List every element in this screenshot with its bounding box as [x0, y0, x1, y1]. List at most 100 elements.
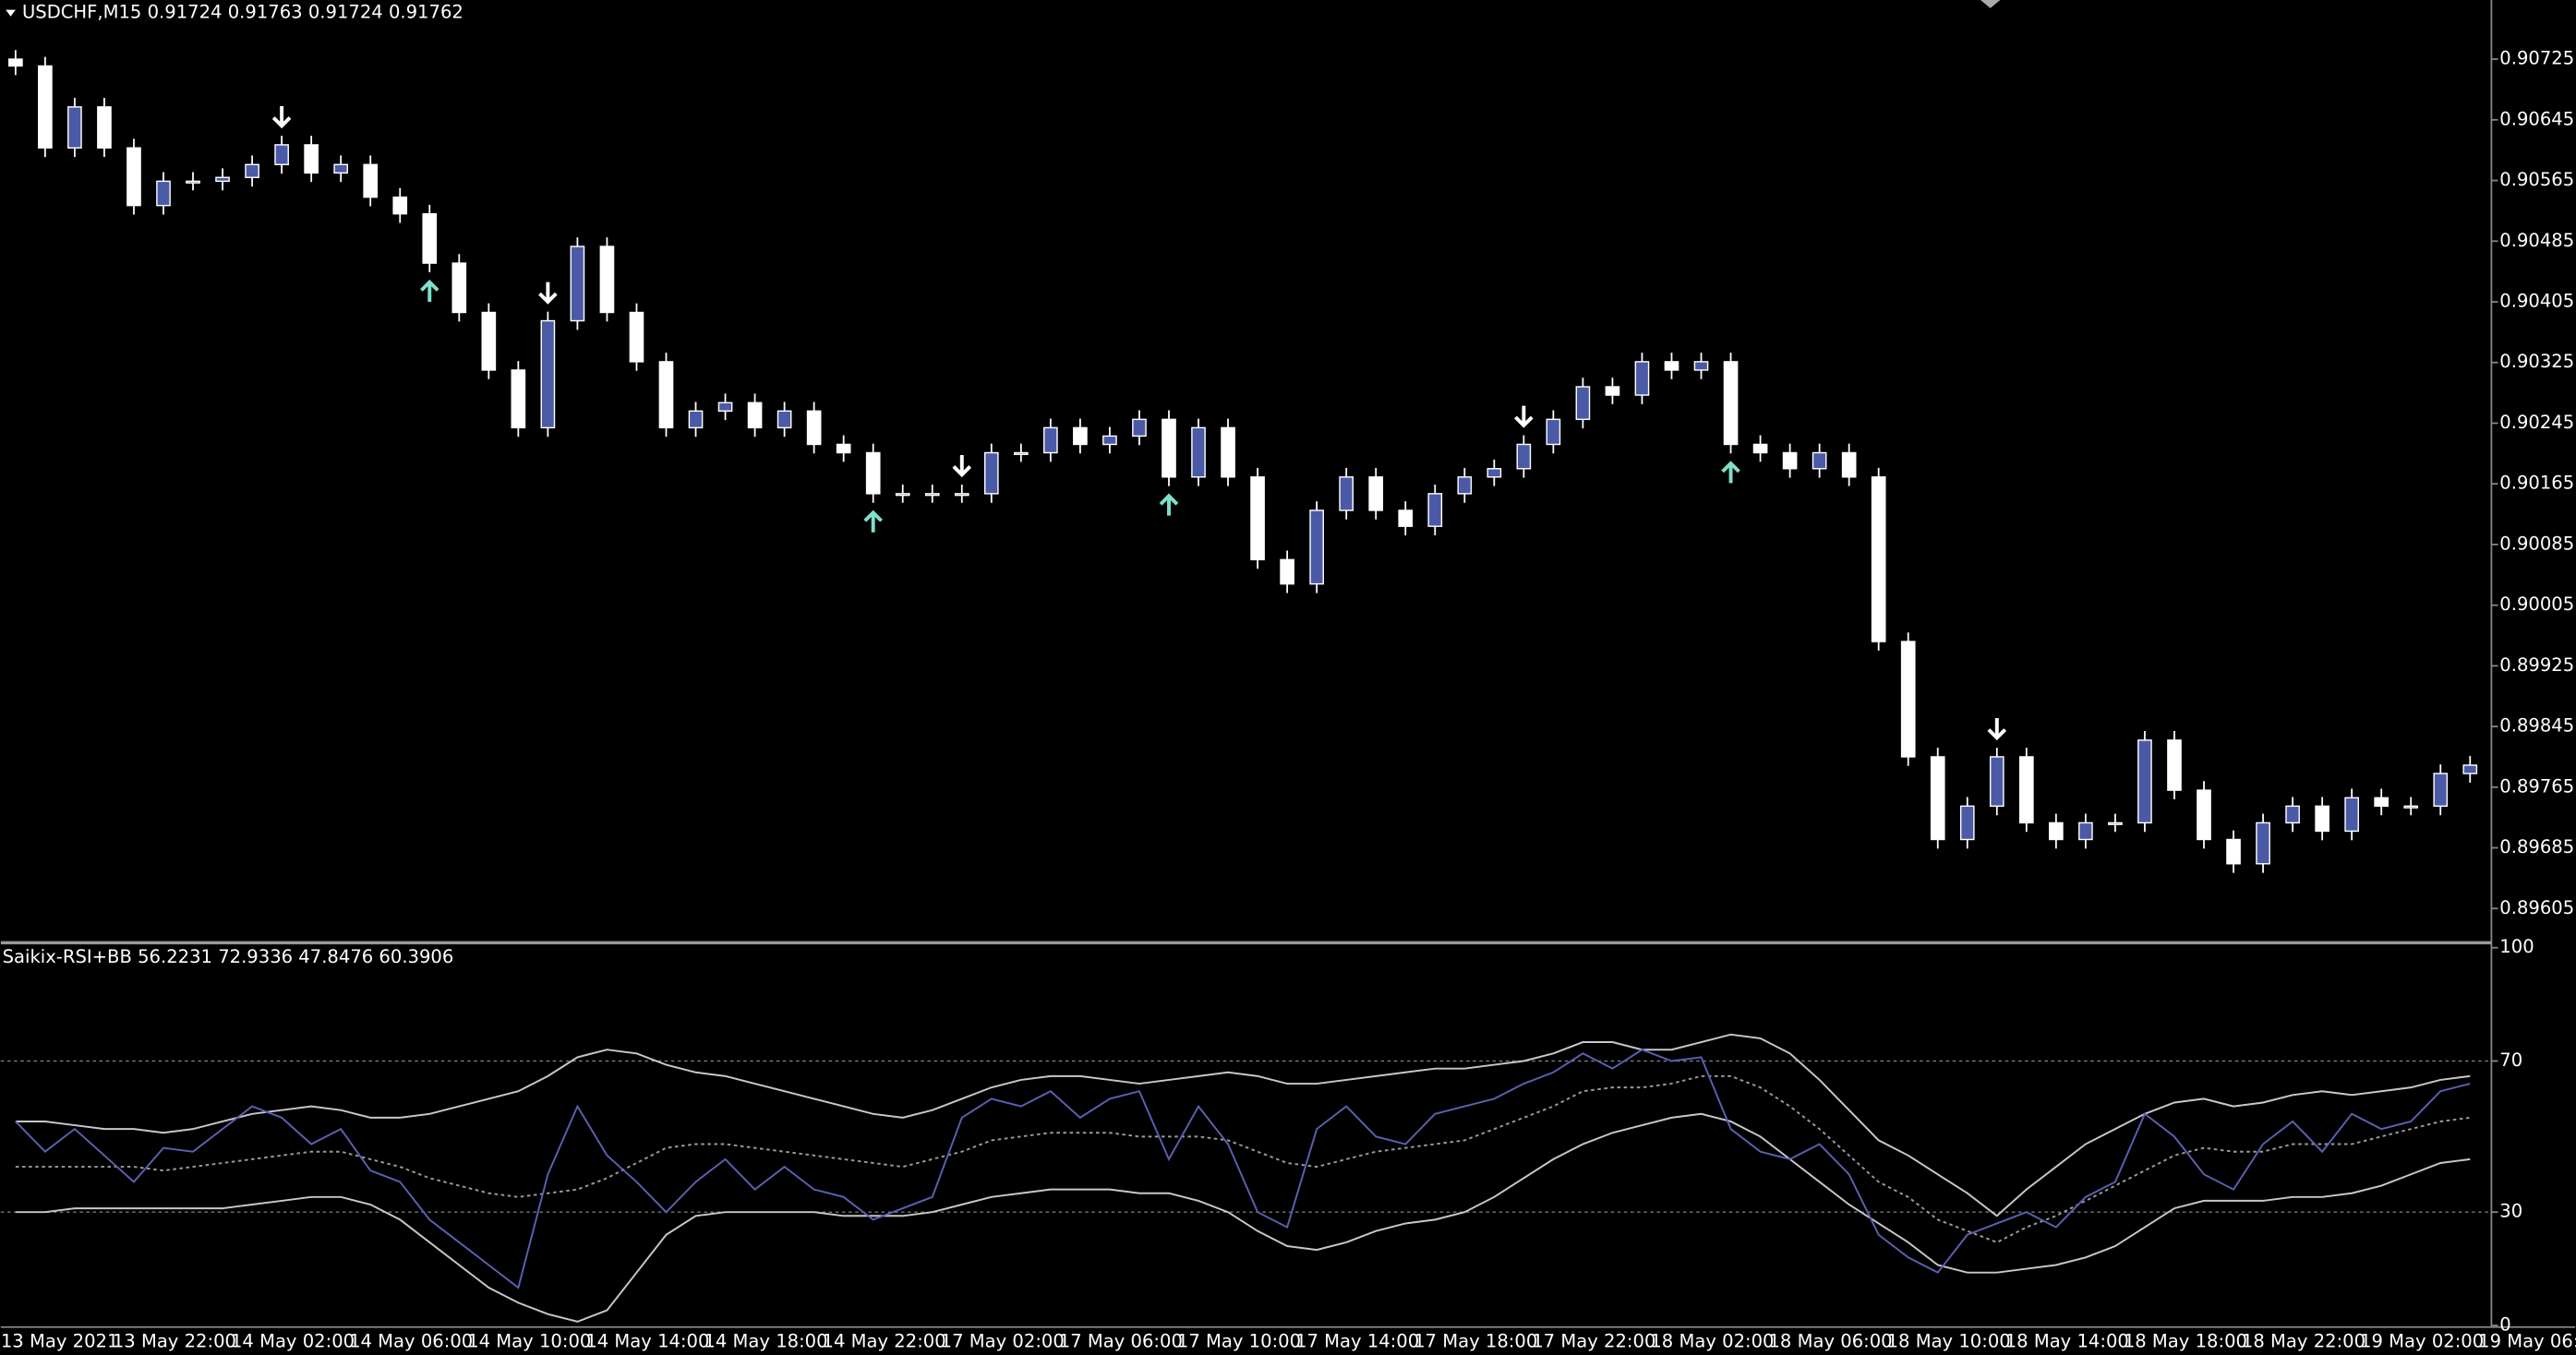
time-label: 14 May 14:00	[585, 1330, 709, 1351]
candle-body	[481, 311, 497, 371]
candle-body	[776, 410, 792, 429]
candle-body	[1959, 805, 1975, 841]
candle-body	[1043, 426, 1058, 454]
indicator-label: 70	[2499, 1049, 2522, 1071]
candle-body	[1309, 510, 1324, 585]
time-label: 14 May 22:00	[823, 1330, 946, 1351]
candle-body	[1221, 426, 1235, 478]
candle-body	[2226, 838, 2241, 865]
price-label: 0.89685	[2499, 836, 2574, 857]
candle-body	[126, 147, 141, 207]
indicator-label: 100	[2499, 936, 2534, 957]
indicator-label: 30	[2499, 1201, 2522, 1222]
time-label: 19 May 06:00	[2478, 1330, 2576, 1351]
price-label: 0.89605	[2499, 897, 2574, 918]
candle-body	[836, 443, 851, 454]
candle-body	[1575, 386, 1591, 421]
sell-arrow	[271, 106, 292, 129]
time-label: 17 May 18:00	[1414, 1330, 1537, 1351]
candle-body	[717, 402, 733, 413]
candle-body	[1930, 756, 1945, 841]
candle-body	[1782, 451, 1798, 470]
candle-body	[688, 410, 704, 429]
candle-body	[983, 451, 999, 495]
price-label: 0.89925	[2499, 654, 2574, 676]
buy-arrow	[863, 510, 883, 533]
candle-body	[2315, 805, 2329, 833]
time-label: 14 May 02:00	[231, 1330, 355, 1351]
candle-body	[451, 262, 467, 314]
candle-body	[629, 311, 644, 363]
price-label: 0.90405	[2499, 290, 2574, 311]
candle-body	[1900, 641, 1916, 758]
price-label: 0.90245	[2499, 412, 2574, 433]
indicator-line	[15, 1074, 2471, 1244]
candle-body	[186, 180, 200, 184]
buy-arrow	[419, 279, 439, 302]
price-label: 0.90165	[2499, 473, 2574, 494]
time-label: 18 May 10:00	[1887, 1330, 2011, 1351]
candle-body	[1516, 443, 1532, 470]
candle-body	[924, 493, 940, 497]
time-label: 18 May 22:00	[2242, 1330, 2365, 1351]
candle-body	[38, 65, 53, 149]
time-label: 17 May 06:00	[1059, 1330, 1183, 1351]
time-label: 18 May 06:00	[1768, 1330, 1892, 1351]
time-label: 14 May 18:00	[704, 1330, 827, 1351]
candle-body	[392, 196, 408, 215]
price-label: 0.89765	[2499, 775, 2574, 797]
candle-body	[245, 163, 259, 178]
candle-body	[2049, 821, 2064, 841]
buy-arrow	[1721, 461, 1740, 484]
time-label: 17 May 14:00	[1295, 1330, 1419, 1351]
candle-body	[97, 106, 112, 149]
menu-triangle[interactable]	[6, 9, 16, 17]
candle-body	[895, 493, 910, 497]
time-label: 17 May 22:00	[1532, 1330, 1655, 1351]
candle-body	[1132, 418, 1147, 438]
candle-body	[1457, 476, 1473, 495]
price-label: 0.89845	[2499, 715, 2574, 737]
sell-arrow	[1514, 405, 1534, 428]
chart-title: USDCHF,M15 0.91724 0.91763 0.91724 0.917…	[22, 2, 463, 23]
candle-body	[1014, 451, 1029, 455]
candle-body	[2374, 797, 2389, 808]
candle-body	[156, 180, 171, 207]
candle-body	[1989, 756, 2004, 808]
candle-body	[540, 319, 556, 429]
candle-body	[1398, 510, 1414, 527]
indicator-line	[15, 1112, 2471, 1323]
time-label: 14 May 10:00	[467, 1330, 591, 1351]
time-label: 18 May 18:00	[2124, 1330, 2247, 1351]
candle-body	[1162, 418, 1176, 478]
candle-body	[806, 410, 822, 446]
candle-body	[304, 144, 319, 174]
candle-body	[1280, 558, 1294, 585]
candle-body	[422, 212, 438, 264]
price-label: 0.90645	[2499, 108, 2574, 129]
candle-body	[2078, 821, 2093, 841]
candle-body	[2256, 821, 2270, 865]
price-label: 0.90485	[2499, 230, 2574, 251]
time-label: 17 May 02:00	[941, 1330, 1065, 1351]
candle-body	[2019, 756, 2034, 824]
candle-body	[2197, 789, 2211, 841]
time-label: 19 May 02:00	[2360, 1330, 2484, 1351]
price-label: 0.90325	[2499, 351, 2574, 372]
price-label: 0.90085	[2499, 533, 2574, 554]
candle-body	[570, 246, 585, 322]
candle-body	[67, 106, 82, 149]
candle-body	[2167, 739, 2182, 791]
candle-body	[274, 144, 289, 165]
candle-body	[1073, 426, 1088, 446]
time-label: 18 May 02:00	[1650, 1330, 1774, 1351]
candle-body	[865, 451, 881, 495]
time-label: 13 May 22:00	[113, 1330, 236, 1351]
candle-body	[1871, 476, 1886, 642]
candle-body	[1841, 451, 1857, 478]
candle-body	[8, 58, 23, 67]
candle-body	[2403, 805, 2419, 809]
indicator-title: Saikix-RSI+BB 56.2231 72.9336 47.8476 60…	[3, 946, 454, 967]
candle-body	[1102, 435, 1117, 446]
candle-body	[333, 163, 349, 174]
